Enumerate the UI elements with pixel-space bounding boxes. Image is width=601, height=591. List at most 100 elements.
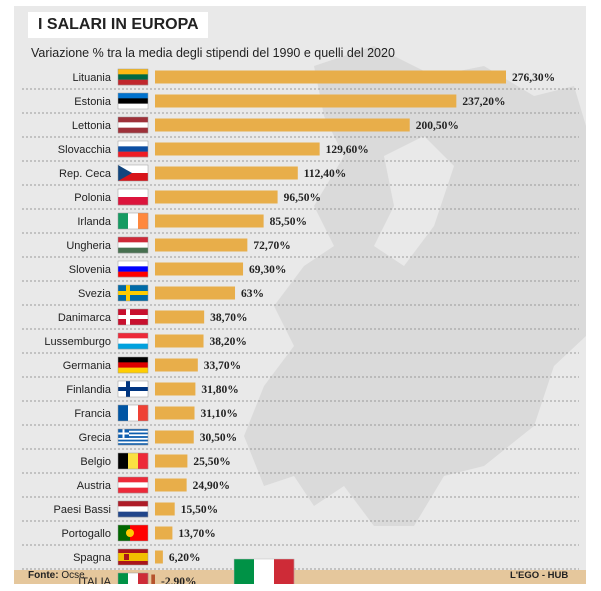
flag-icon — [117, 404, 149, 422]
flag-stripe — [130, 525, 148, 541]
source-value: Ocse — [61, 570, 85, 581]
country-label: ITALIA — [78, 576, 111, 584]
flag-icon — [117, 500, 149, 518]
flag-stripe — [234, 559, 255, 584]
bar — [155, 334, 204, 348]
flag-border — [117, 356, 149, 374]
flag-stripe — [118, 501, 148, 507]
flag-stripe — [138, 573, 149, 584]
flag-border — [117, 428, 149, 446]
country-label: Lituania — [72, 72, 111, 84]
bar-chart: Lituania 276,30% Estonia 237,20% Lettonia 200… — [14, 68, 586, 584]
bar — [155, 430, 194, 444]
source-label: Fonte: — [28, 570, 59, 581]
country-label: Slovacchia — [58, 144, 112, 156]
value-label: 33,70% — [204, 360, 241, 372]
value-label: 15,50% — [181, 504, 218, 516]
flag-icon — [117, 236, 149, 254]
flag-stripe — [118, 357, 148, 363]
italy-flag-icon — [233, 558, 295, 584]
flag-icon — [117, 380, 149, 398]
flag-stripe — [118, 247, 148, 254]
bar — [155, 502, 175, 516]
flag-icon — [117, 452, 149, 470]
flag-border — [117, 548, 149, 566]
country-label: Belgio — [80, 456, 111, 468]
flag-stripe — [118, 487, 148, 494]
value-label: 6,20% — [169, 552, 201, 564]
flag-stripe — [118, 437, 148, 440]
flag-stripe — [128, 405, 139, 421]
flag-icon — [117, 164, 149, 182]
country-label: Lussemburgo — [44, 336, 111, 348]
flag-stripe — [118, 525, 130, 541]
flag-stripe — [118, 79, 148, 86]
flag-stripe — [118, 237, 148, 243]
flag-border — [117, 260, 149, 278]
country-label: Finlandia — [66, 384, 112, 396]
flag-stripe — [118, 146, 148, 152]
flag-triangle — [118, 165, 132, 181]
value-label: 69,30% — [249, 264, 286, 276]
flag-border — [117, 92, 149, 110]
flag-icon — [117, 548, 149, 566]
bar — [155, 286, 236, 300]
value-label: 96,50% — [284, 192, 321, 204]
country-label: Polonia — [74, 192, 112, 204]
flag-stripe — [118, 127, 148, 134]
flag-border — [117, 380, 149, 398]
flag-icon — [117, 476, 149, 494]
country-label: Francia — [74, 408, 112, 420]
country-label: Svezia — [78, 288, 112, 300]
chart-title: I SALARI IN EUROPA — [38, 16, 199, 33]
bar — [155, 94, 457, 108]
flag-icon — [117, 260, 149, 278]
flag-stripe — [118, 429, 148, 431]
flag-border — [117, 164, 149, 182]
value-label: 112,40% — [304, 168, 347, 180]
country-label: Spagna — [73, 552, 112, 564]
flag-stripe — [118, 432, 148, 435]
value-label: 85,50% — [270, 216, 307, 228]
flag-stripe — [118, 338, 148, 344]
flag-cross — [118, 387, 148, 391]
country-label: Germania — [63, 360, 112, 372]
flag-icon — [117, 356, 149, 374]
flag-border — [117, 452, 149, 470]
value-label: 38,70% — [210, 312, 247, 324]
flag-icon — [117, 308, 149, 326]
flag-icon — [117, 92, 149, 110]
flag-stripe — [118, 443, 148, 446]
bar — [155, 358, 198, 372]
bar — [155, 310, 205, 324]
flag-stripe — [128, 573, 139, 584]
value-label: 25,50% — [193, 456, 230, 468]
flag-icon — [117, 212, 149, 230]
value-label: 38,20% — [210, 336, 247, 348]
brand-credit: L'EGO - HUB — [510, 570, 569, 581]
flag-border — [117, 140, 149, 158]
flag-stripe — [118, 573, 129, 584]
flag-stripe — [138, 405, 149, 421]
flag-border — [117, 284, 149, 302]
bar — [155, 550, 163, 564]
flag-stripe — [118, 151, 148, 158]
flag-stripe — [118, 439, 148, 442]
flag-stripe — [118, 367, 148, 374]
flag-stripe — [138, 453, 149, 469]
flag-icon — [117, 140, 149, 158]
bar — [155, 142, 320, 156]
value-label: 129,60% — [326, 144, 369, 156]
country-label: Irlanda — [77, 216, 112, 228]
value-label: 276,30% — [512, 72, 555, 84]
flag-stripe — [118, 333, 148, 339]
flag-stripe — [138, 213, 149, 229]
flag-stripe — [118, 213, 129, 229]
flag-border — [117, 500, 149, 518]
bar — [155, 70, 506, 84]
value-label: 200,50% — [416, 120, 459, 132]
bar — [155, 214, 264, 228]
flag-stripe — [118, 434, 148, 437]
flag-border — [117, 236, 149, 254]
flag-stripe — [118, 141, 148, 147]
